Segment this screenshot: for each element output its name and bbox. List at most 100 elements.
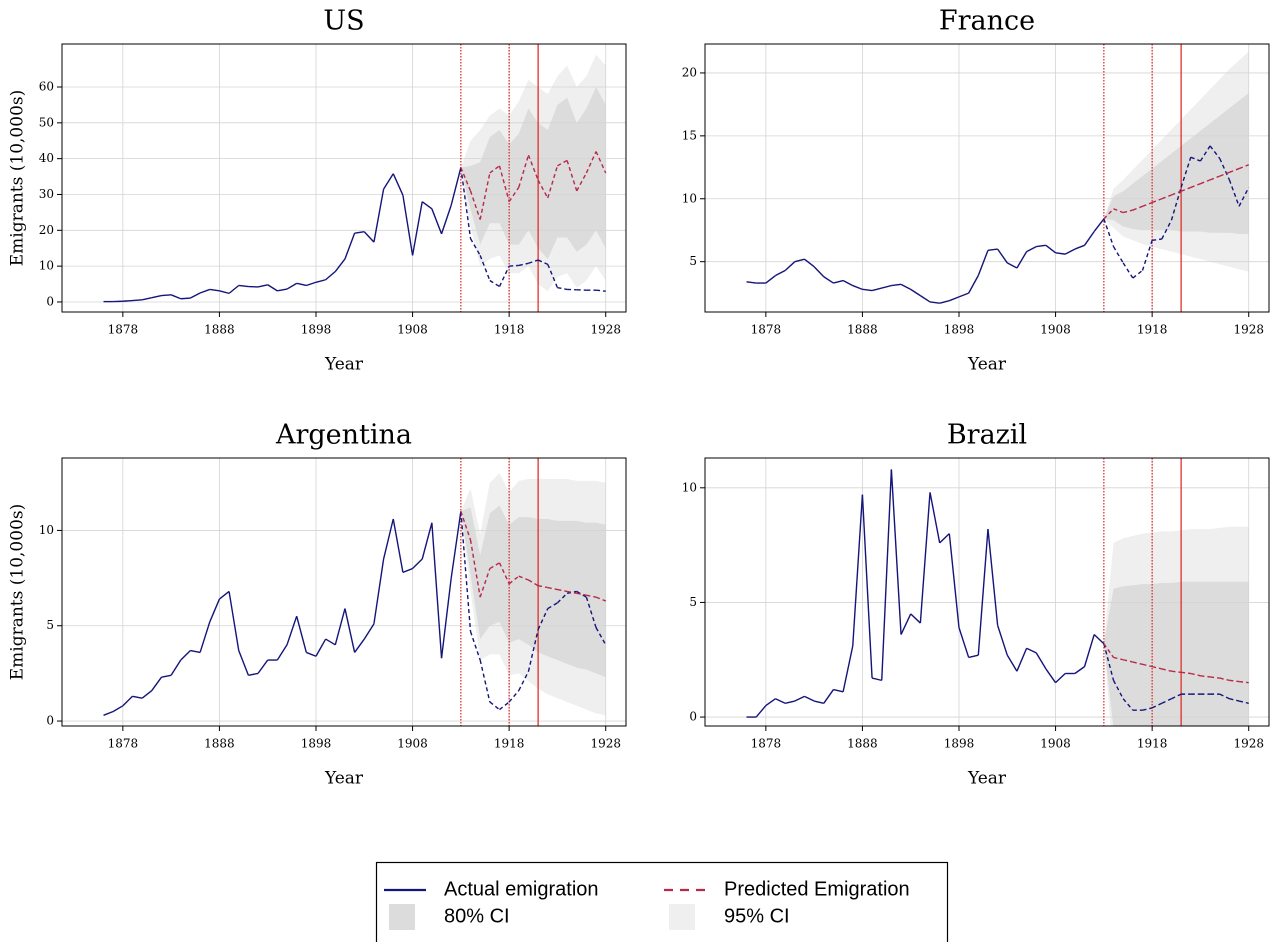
actual-line-segment <box>1055 672 1066 684</box>
actual-line-segment <box>813 700 824 704</box>
actual-line-segment <box>1209 145 1221 159</box>
legend: Actual emigration Predicted Emigration 8… <box>375 861 949 942</box>
actual-line-segment <box>142 296 152 301</box>
actual-line-segment <box>218 590 230 600</box>
plot-frame <box>61 457 627 727</box>
actual-line-segment <box>1074 666 1085 675</box>
actual-line-segment <box>833 279 844 284</box>
actual-line-segment <box>968 275 979 294</box>
actual-line-segment <box>765 698 776 707</box>
actual-line-segment <box>910 613 921 624</box>
predicted-line-segment <box>528 579 539 587</box>
x-tick-label: 1918 <box>494 737 525 751</box>
actual-line-segment <box>595 289 606 292</box>
actual-line-segment <box>1141 240 1153 271</box>
actual-line-segment <box>180 650 191 661</box>
predicted-line-segment <box>1219 677 1230 682</box>
predicted-line-segment <box>508 575 520 585</box>
actual-line-segment <box>1083 634 1095 667</box>
actual-line-segment <box>1006 654 1018 672</box>
predicted-line-segment <box>1132 661 1143 666</box>
actual-line-segment <box>209 598 221 623</box>
actual-line-segment <box>334 608 346 645</box>
actual-line-segment <box>383 173 394 190</box>
panel-title: Brazil <box>947 420 1027 451</box>
predicted-line-segment <box>498 562 510 585</box>
actual-line-segment <box>958 627 970 658</box>
y-tick-label: 15 <box>682 128 697 142</box>
ci-band <box>1103 93 1249 234</box>
actual-line-segment <box>755 705 767 718</box>
actual-line-segment <box>460 511 472 632</box>
x-tick-label: 1898 <box>944 323 975 337</box>
actual-line-segment <box>1161 219 1173 240</box>
predicted-line-segment <box>1142 201 1153 207</box>
y-tick-label: 0 <box>689 710 697 724</box>
actual-line-segment <box>775 698 786 704</box>
actual-line-segment <box>276 644 288 661</box>
actual-line-segment <box>1026 245 1037 253</box>
actual-line-segment <box>382 518 394 560</box>
actual-line-segment <box>1103 218 1115 247</box>
predicted-line-segment <box>1190 672 1201 677</box>
x-tick-label: 1888 <box>204 737 235 751</box>
predicted-line-segment <box>1238 164 1249 170</box>
x-tick-label: 1928 <box>1233 737 1264 751</box>
actual-line-segment <box>1238 187 1250 207</box>
y-axis-label: Emigrants (10,000s) <box>8 90 28 267</box>
actual-line-segment <box>344 232 356 260</box>
actual-line-segment <box>958 292 969 298</box>
x-tick-label: 1878 <box>108 323 139 337</box>
actual-line-segment <box>987 248 998 252</box>
actual-line-segment <box>325 638 336 646</box>
actual-line-segment <box>833 688 844 693</box>
plot-frame <box>704 43 1270 313</box>
legend-key <box>389 904 415 930</box>
actual-line-segment <box>997 248 1008 264</box>
predicted-line-segment <box>508 186 520 203</box>
actual-line-segment <box>460 167 472 239</box>
actual-line-segment <box>595 627 607 646</box>
actual-line-segment <box>528 259 539 264</box>
actual-line-segment <box>508 690 520 703</box>
actual-line-segment <box>987 528 999 626</box>
panel: Brazil Year 0 5 10 1878 1888 1898 1908 1918 1928 <box>682 420 1270 789</box>
predicted-line-segment <box>1113 656 1124 661</box>
actual-line-segment <box>431 522 443 659</box>
actual-line-segment <box>784 700 795 704</box>
plot-frame <box>61 43 627 313</box>
actual-line-segment <box>122 695 133 707</box>
actual-line-segment <box>881 469 893 681</box>
actual-line-segment <box>219 290 230 295</box>
actual-line-segment <box>450 167 462 206</box>
predicted-line-segment <box>1171 670 1182 674</box>
actual-line-segment <box>1122 698 1134 711</box>
x-tick-label: 1888 <box>204 323 235 337</box>
actual-line-segment <box>794 258 805 263</box>
actual-line-segment <box>325 270 336 281</box>
predicted-line-segment <box>1122 209 1134 214</box>
actual-line-segment <box>199 288 211 294</box>
actual-line-segment <box>354 638 365 653</box>
actual-line-segment <box>440 205 452 235</box>
actual-line-segment <box>286 282 298 290</box>
actual-line-segment <box>1103 643 1115 681</box>
predicted-line-segment <box>537 179 549 199</box>
actual-line-segment <box>842 645 854 692</box>
actual-line-segment <box>479 255 491 281</box>
actual-line-segment <box>784 261 796 271</box>
predicted-line-segment <box>1180 186 1192 192</box>
actual-line-segment <box>1180 157 1192 188</box>
predicted-line-segment <box>1210 676 1220 679</box>
y-tick-label: 5 <box>46 618 54 632</box>
actual-line-segment <box>248 672 259 676</box>
y-axis-label: Emigrants (10,000s) <box>8 504 28 681</box>
actual-line-segment <box>1055 252 1066 255</box>
plot-area <box>705 44 1269 312</box>
actual-line-segment <box>537 608 549 630</box>
actual-line-segment <box>1161 698 1172 704</box>
x-tick-label: 1908 <box>1040 323 1071 337</box>
actual-line-segment <box>1151 702 1163 709</box>
predicted-line-segment <box>1229 679 1240 683</box>
